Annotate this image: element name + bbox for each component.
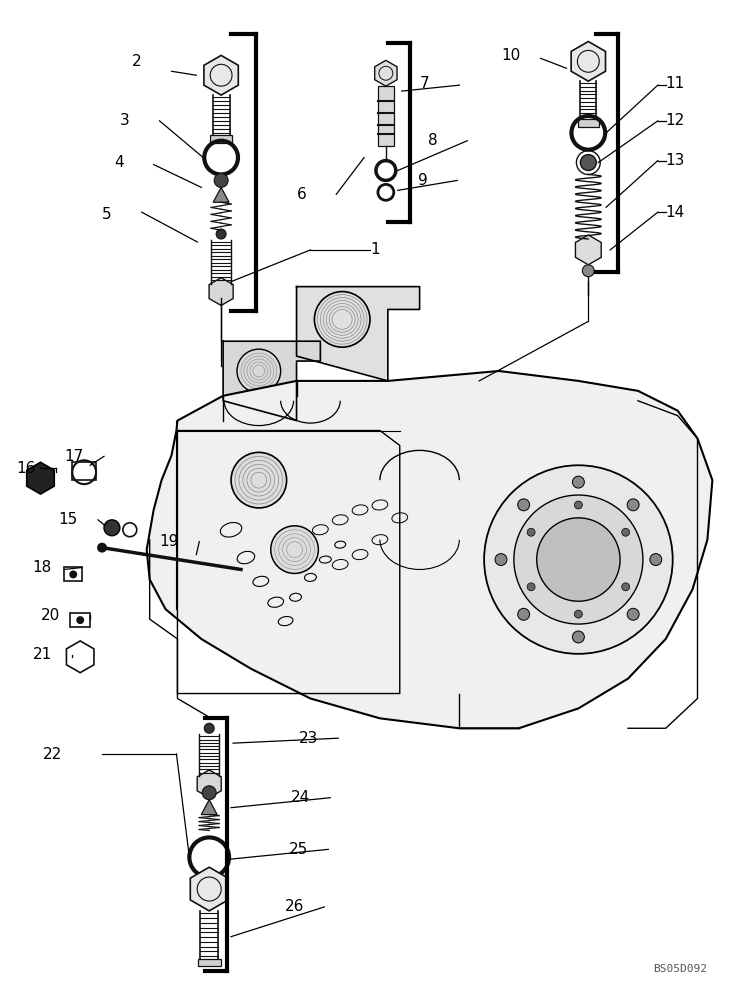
Text: 25: 25: [289, 842, 308, 857]
Text: 12: 12: [666, 113, 685, 128]
Text: 10: 10: [501, 48, 520, 63]
Polygon shape: [26, 462, 54, 494]
Bar: [64, 567, 82, 581]
Circle shape: [581, 155, 596, 171]
Text: 3: 3: [120, 113, 130, 128]
Polygon shape: [297, 287, 420, 381]
Polygon shape: [201, 800, 217, 815]
Polygon shape: [146, 371, 712, 728]
Bar: [578, 119, 598, 127]
Polygon shape: [204, 55, 238, 95]
Circle shape: [574, 501, 582, 509]
Text: BS05D092: BS05D092: [654, 964, 707, 974]
Text: 4: 4: [114, 155, 124, 170]
Text: 5: 5: [102, 207, 112, 222]
Polygon shape: [213, 187, 229, 202]
Polygon shape: [375, 60, 397, 86]
Polygon shape: [223, 341, 320, 421]
Text: 11: 11: [666, 76, 685, 91]
Circle shape: [517, 608, 530, 620]
Circle shape: [650, 554, 662, 566]
Polygon shape: [191, 867, 228, 911]
Circle shape: [202, 786, 216, 800]
Bar: [378, 86, 394, 146]
Circle shape: [69, 570, 77, 578]
Text: 18: 18: [32, 560, 52, 575]
Circle shape: [573, 631, 584, 643]
Circle shape: [627, 608, 639, 620]
Circle shape: [627, 499, 639, 511]
Polygon shape: [576, 235, 601, 265]
Text: 19: 19: [160, 534, 179, 549]
Circle shape: [77, 616, 84, 624]
Circle shape: [104, 520, 120, 536]
Circle shape: [573, 476, 584, 488]
Text: 2: 2: [132, 54, 141, 69]
Text: 17: 17: [64, 449, 84, 464]
Circle shape: [622, 583, 629, 591]
Circle shape: [271, 526, 319, 573]
Circle shape: [517, 499, 530, 511]
Polygon shape: [197, 770, 222, 798]
Circle shape: [214, 173, 228, 187]
Circle shape: [527, 528, 535, 536]
Circle shape: [527, 583, 535, 591]
Circle shape: [216, 229, 226, 239]
Text: 16: 16: [17, 461, 36, 476]
Text: 15: 15: [58, 512, 77, 527]
Circle shape: [484, 465, 673, 654]
Circle shape: [622, 528, 629, 536]
Polygon shape: [571, 41, 606, 81]
Bar: [210, 135, 232, 143]
Circle shape: [205, 723, 214, 733]
Text: 13: 13: [666, 153, 685, 168]
Bar: [70, 613, 90, 627]
Circle shape: [514, 495, 643, 624]
Circle shape: [574, 610, 582, 618]
Circle shape: [231, 452, 286, 508]
Text: 22: 22: [43, 747, 62, 762]
Circle shape: [97, 543, 107, 553]
Text: 7: 7: [420, 76, 429, 91]
Text: 8: 8: [428, 133, 437, 148]
Text: 23: 23: [299, 731, 318, 746]
Text: 24: 24: [291, 790, 310, 805]
Bar: [72, 462, 96, 480]
Circle shape: [537, 518, 620, 601]
Text: 1: 1: [370, 242, 380, 257]
Text: 26: 26: [285, 899, 304, 914]
Text: 6: 6: [297, 187, 306, 202]
Polygon shape: [209, 278, 233, 305]
Text: 9: 9: [417, 173, 428, 188]
Text: 21: 21: [32, 647, 52, 662]
Circle shape: [495, 554, 507, 566]
Text: 20: 20: [40, 608, 60, 623]
Circle shape: [582, 265, 594, 277]
Bar: [197, 959, 221, 966]
Text: 14: 14: [666, 205, 685, 220]
